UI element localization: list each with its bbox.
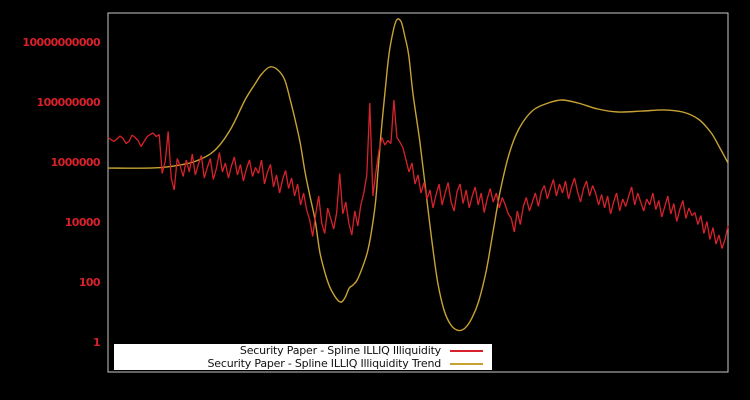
y-tick-label-1: 1 bbox=[92, 336, 101, 349]
legend-label-illiquidity: Security Paper - Spline ILLIQ Illiquidit… bbox=[239, 344, 441, 357]
trend-line bbox=[107, 18, 729, 332]
legend-line-sample-yellow bbox=[450, 362, 483, 365]
y-tick-label-100000000: 100000000 bbox=[36, 96, 101, 109]
plot-border bbox=[107, 12, 729, 373]
legend-item-trend: Security Paper - Spline ILLIQ Illiquidit… bbox=[114, 357, 483, 370]
y-tick-label-10000000000: 10000000000 bbox=[22, 36, 100, 49]
y-tick-label-1000000: 1000000 bbox=[50, 156, 101, 169]
legend-label-trend: Security Paper - Spline ILLIQ Illiquidit… bbox=[207, 357, 442, 370]
legend-item-illiquidity: Security Paper - Spline ILLIQ Illiquidit… bbox=[114, 344, 483, 357]
legend-line-sample-red bbox=[450, 349, 483, 352]
y-tick-label-10000: 10000 bbox=[64, 216, 101, 229]
illiquidity-line bbox=[107, 99, 729, 249]
legend: Security Paper - Spline ILLIQ Illiquidit… bbox=[114, 344, 492, 370]
y-tick-label-100: 100 bbox=[78, 276, 101, 289]
